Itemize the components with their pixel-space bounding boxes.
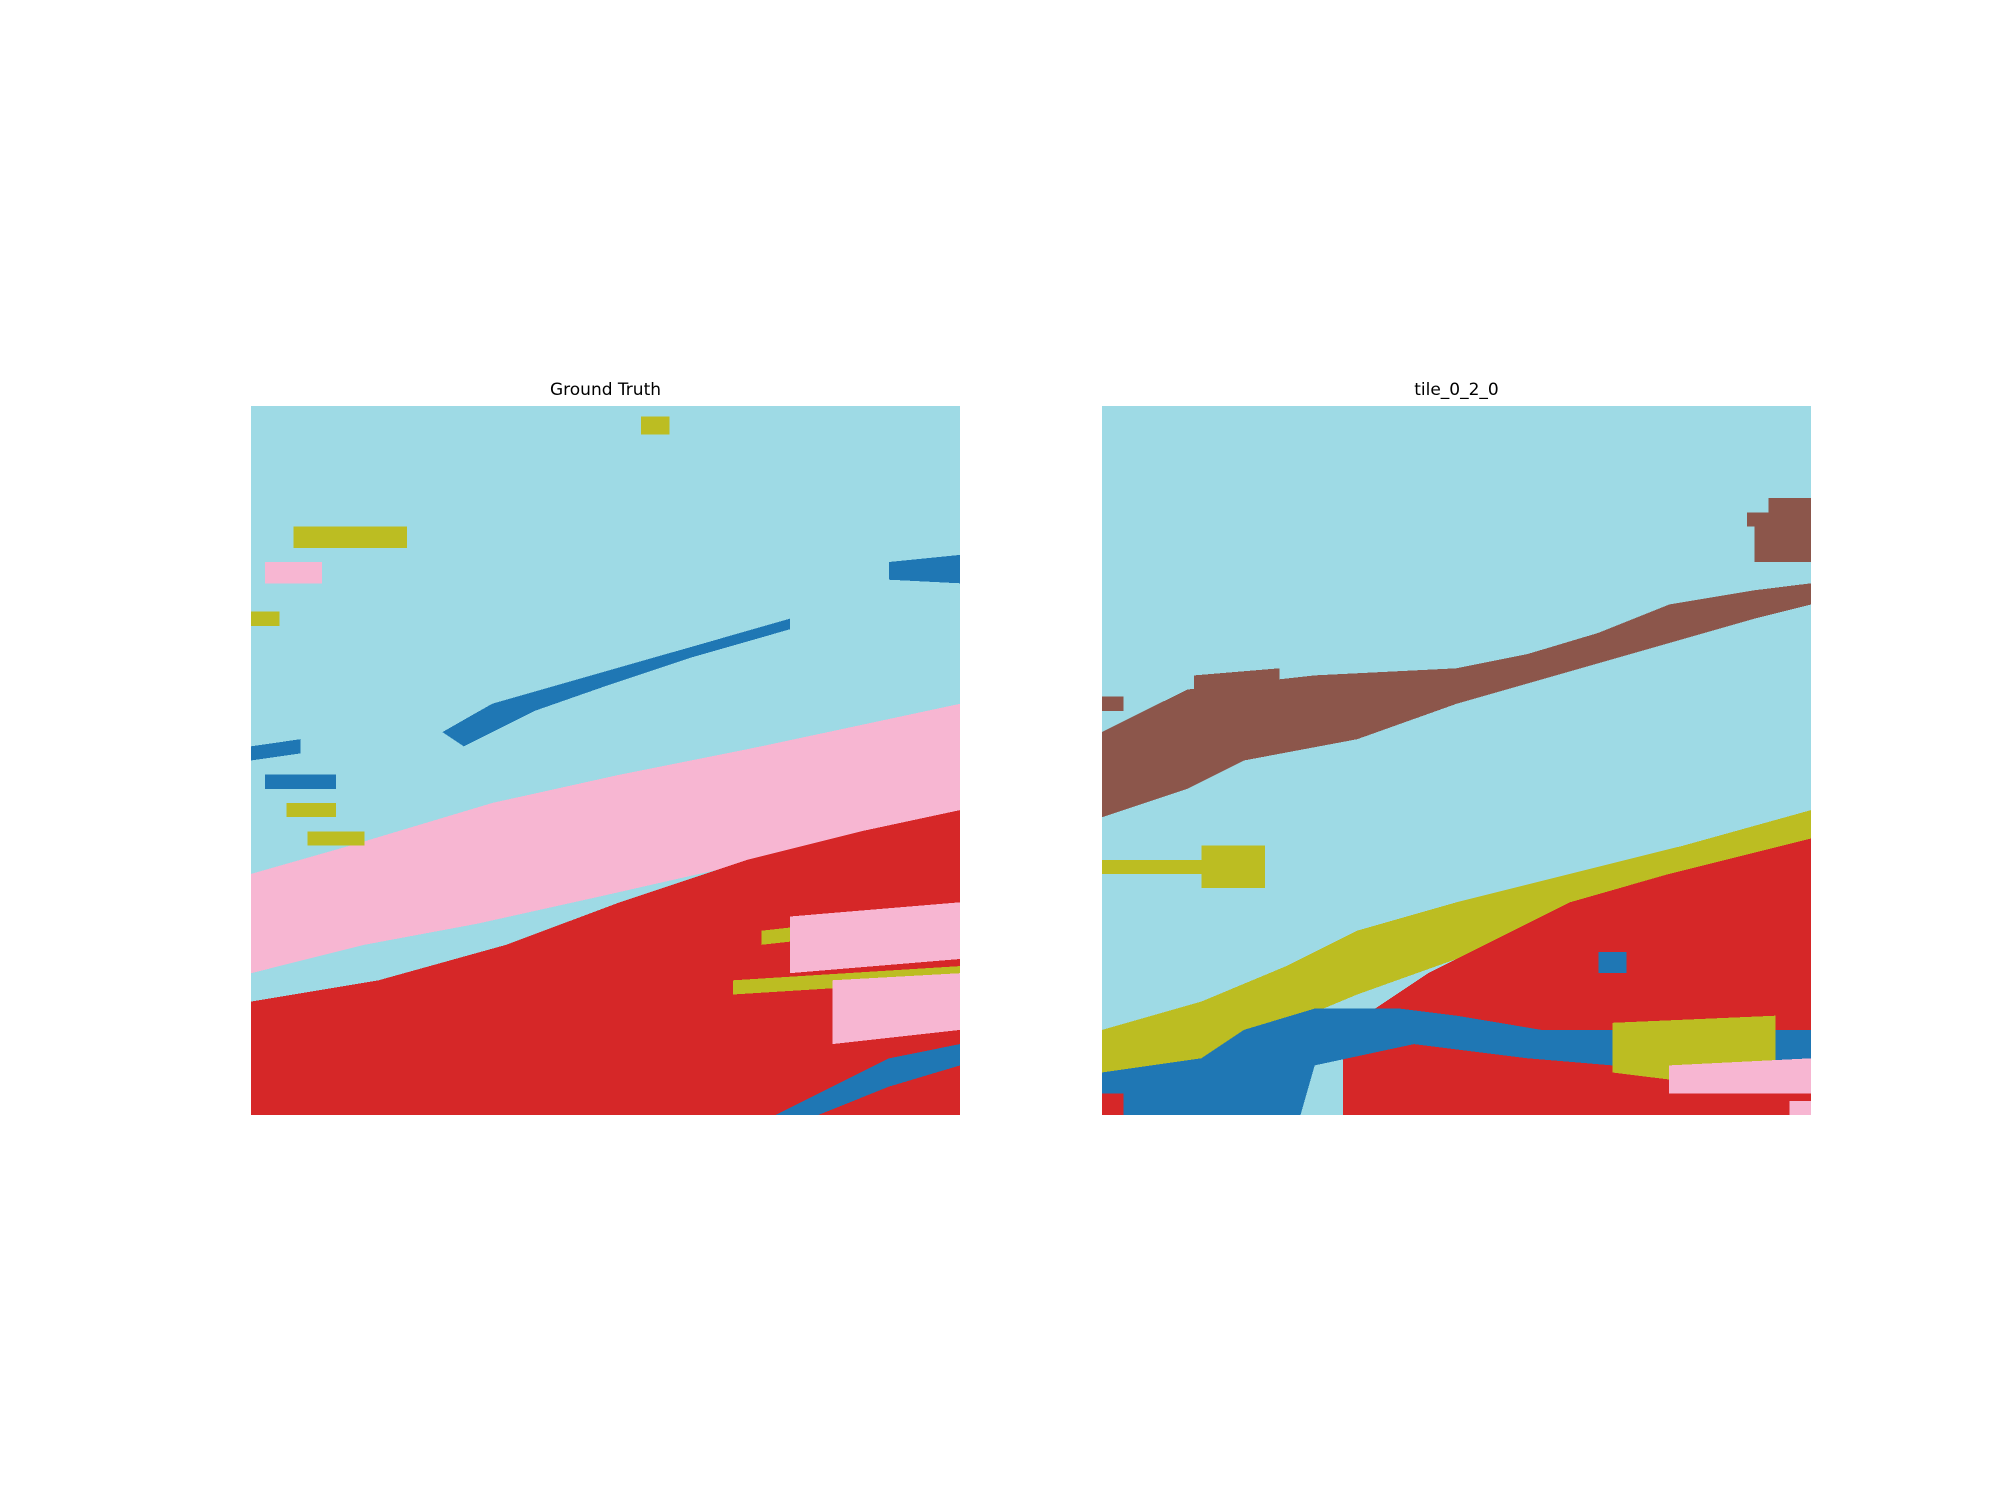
heatmap-region-blue xyxy=(889,554,960,584)
heatmap-region-blue xyxy=(442,618,790,747)
ground-truth-heatmap xyxy=(251,406,960,1115)
heatmap-region-olive xyxy=(293,526,407,548)
heatmap-region-blue xyxy=(1598,951,1627,974)
heatmap-region-olive xyxy=(1102,810,1811,1087)
heatmap-region-red xyxy=(1102,1093,1124,1115)
tile-0-2-0-heatmap-svg xyxy=(1102,406,1811,1115)
ground-truth-heatmap-svg xyxy=(251,406,960,1115)
heatmap-region-olive xyxy=(1102,845,1266,889)
heatmap-region-olive xyxy=(251,611,280,626)
heatmap-region-brown xyxy=(1747,498,1811,562)
heatmap-region-pink xyxy=(1789,1100,1811,1115)
heatmap-region-olive xyxy=(286,803,337,818)
heatmap-region-olive xyxy=(307,831,365,846)
tile-0-2-0-heatmap xyxy=(1102,406,1811,1115)
heatmap-region-pink xyxy=(832,973,960,1045)
heatmap-region-blue xyxy=(775,1044,960,1115)
heatmap-region-blue xyxy=(1102,1008,1613,1115)
heatmap-region-brown xyxy=(1194,668,1280,697)
heatmap-region-brown xyxy=(1102,583,1811,818)
heatmap-region-blue xyxy=(265,774,337,789)
heatmap-region-pink xyxy=(265,562,322,584)
heatmap-region-red xyxy=(251,810,960,1115)
tile-0-2-0-panel: tile_0_2_0 xyxy=(1102,380,1811,1116)
heatmap-region-blue xyxy=(251,739,301,761)
ground-truth-title: Ground Truth xyxy=(549,380,662,400)
heatmap-region-olive xyxy=(641,416,670,435)
ground-truth-panel: Ground Truth xyxy=(251,380,960,1116)
heatmap-region-pink xyxy=(251,703,960,974)
heatmap-region-pink xyxy=(1669,1058,1811,1094)
heatmap-region-brown xyxy=(1102,696,1124,711)
tile-0-2-0-title: tile_0_2_0 xyxy=(1414,380,1499,400)
heatmap-region-pink xyxy=(789,902,960,974)
